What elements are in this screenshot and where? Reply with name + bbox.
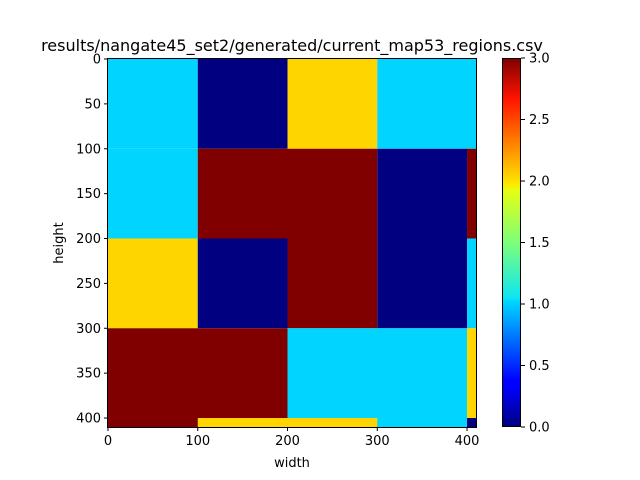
colorbar-frame <box>502 58 521 427</box>
heatmap-region <box>287 59 378 149</box>
y-tick-label: 100 <box>76 142 101 157</box>
heatmap-region <box>377 59 476 149</box>
heatmap-region <box>197 148 378 239</box>
heatmap-region <box>287 238 378 329</box>
x-tick-label: 100 <box>185 434 210 449</box>
heatmap-region <box>377 238 468 329</box>
y-tick-label: 400 <box>76 412 101 427</box>
colorbar-tick-label: 2.5 <box>529 113 550 128</box>
heatmap-region <box>108 148 198 239</box>
heatmap-plot-area <box>108 59 476 427</box>
heatmap-region <box>197 238 288 329</box>
colorbar-tick-label: 3.0 <box>529 52 550 67</box>
y-tick-label: 0 <box>93 53 101 68</box>
heatmap-region <box>108 59 198 149</box>
heatmap-region <box>467 148 476 239</box>
heatmap-region <box>287 328 468 427</box>
chart-title: results/nangate45_set2/generated/current… <box>41 36 543 56</box>
y-tick-label: 250 <box>76 277 101 292</box>
heatmap-region <box>108 238 198 329</box>
plot-frame <box>107 58 477 428</box>
colorbar-gradient <box>502 58 521 427</box>
colorbar-tick-label: 0.5 <box>529 359 550 374</box>
x-tick-label: 300 <box>365 434 390 449</box>
heatmap-region <box>377 148 468 239</box>
y-tick-label: 50 <box>84 97 101 112</box>
colorbar-tick-label: 1.5 <box>529 236 550 251</box>
x-tick-label: 200 <box>275 434 300 449</box>
y-axis-label: height <box>52 222 67 263</box>
colorbar: 0.0 0.5 1.0 1.5 2.0 2.5 3.0 <box>502 52 550 436</box>
colorbar-tick-label: 2.0 <box>529 175 550 190</box>
colorbar-tick-label: 0.0 <box>529 421 550 436</box>
heatmap-region <box>197 418 288 427</box>
heatmap-region <box>108 328 288 427</box>
y-tick-label: 150 <box>76 187 101 202</box>
heatmap-region <box>467 418 476 427</box>
y-tick-label: 300 <box>76 322 101 337</box>
x-tick-label: 0 <box>104 434 112 449</box>
colorbar-axis: 0.0 0.5 1.0 1.5 2.0 2.5 3.0 <box>521 52 550 436</box>
y-tick-label: 200 <box>76 232 101 247</box>
colorbar-tick-label: 1.0 <box>529 298 550 313</box>
x-tick-label: 400 <box>455 434 480 449</box>
y-axis: 0 50 100 150 200 250 300 350 400 <box>76 53 108 427</box>
x-axis: 0 100 200 300 400 <box>104 427 480 449</box>
heatmap-region <box>197 59 288 149</box>
heatmap-region <box>287 418 378 427</box>
x-axis-label: width <box>274 456 310 471</box>
heatmap-region <box>467 328 476 419</box>
y-tick-label: 350 <box>76 367 101 382</box>
heatmap-region <box>467 238 476 329</box>
